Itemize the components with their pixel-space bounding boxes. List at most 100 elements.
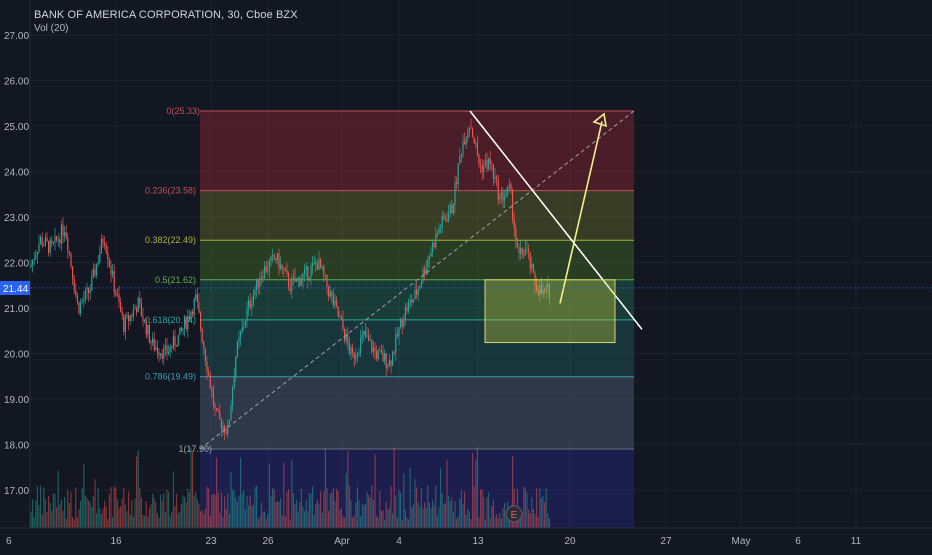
candle-body [54,236,56,243]
volume-bar [155,502,157,528]
candle-body [380,350,382,353]
candle-body [352,347,354,353]
candle-body [212,390,214,405]
fib-band [200,190,634,241]
volume-bar [147,517,149,528]
candle-body [513,219,515,229]
volume-bar [456,518,458,528]
volume-bar [497,518,499,528]
candle-body [281,264,283,269]
candle-body [233,376,235,389]
volume-bar [521,512,523,528]
volume-bar [70,492,72,528]
volume-bar [156,512,158,528]
volume-bar [392,512,394,528]
volume-bar [323,491,325,528]
candle-body [299,277,301,286]
earnings-marker-label: E [511,510,518,521]
candle-body [123,314,125,332]
fib-level-label: 0.618(20.74) [145,315,196,325]
candle-body [107,252,109,261]
volume-bar [454,501,456,528]
candle-body [68,251,70,254]
candle-body [174,336,176,346]
time-tick-label: 6 [795,536,801,547]
last-price-label: 21.44 [3,284,28,295]
volume-bar [377,517,379,528]
volume-bar [412,504,414,528]
candle-body [144,319,146,322]
volume-bar [230,472,232,528]
volume-bar [150,503,152,528]
volume-bar [484,519,486,528]
candle-body [251,304,253,308]
candle-body [208,372,210,376]
candle-body [531,264,533,269]
volume-bar [172,471,174,528]
volume-bar [499,512,501,528]
volume-bar [388,507,390,528]
volume-bar [100,514,102,528]
volume-bar [174,506,176,528]
drawings[interactable]: E [199,110,643,523]
volume-bar [491,506,493,528]
candle-body [158,352,160,356]
volume-bar [417,502,419,528]
candle-body [504,196,506,201]
candle-body [472,128,474,138]
candle-body [369,339,371,341]
candle-body [81,301,83,303]
fib-level-label: 0.786(19.49) [145,372,196,382]
candle-body [400,319,402,328]
volume-bar [321,512,323,528]
volume-bar [102,508,104,528]
volume-bar [179,512,181,528]
volume-bar [144,515,146,528]
candle-body [110,265,112,275]
time-tick-label: 20 [564,536,576,547]
volume-bar [212,493,214,528]
volume-bar [270,496,272,528]
volume-bar [113,486,115,528]
volume-bar [444,502,446,528]
volume-bar [60,499,62,528]
volume-bar [145,501,147,528]
candle-body [297,277,299,279]
volume-bar [366,491,368,528]
candle-body [372,347,374,352]
volume-bar [496,514,498,528]
candle-body [172,336,174,348]
candle-body [537,289,539,295]
volume-bar [54,493,56,528]
candle-body [200,312,202,329]
volume-bar [384,519,386,528]
candle-body [249,300,251,308]
volume-bar [180,503,182,528]
candle-body [443,215,445,219]
volume-bar [83,463,85,528]
volume-bar [281,515,283,528]
candle-body [528,248,530,253]
price-tick-label: 18.00 [4,441,29,452]
demand-zone-rectangle [484,279,616,344]
candle-body [379,349,381,351]
volume-bar [160,494,162,528]
candle-body [432,243,434,253]
candle-body [236,341,238,357]
candle-body [104,243,106,246]
candle-body [225,432,227,434]
price-tick-label: 19.00 [4,395,29,406]
candle-body [97,262,99,264]
candle-body [283,268,285,271]
candle-body [256,278,258,290]
volume-bar [356,487,358,528]
candle-body [464,141,466,145]
price-axis[interactable]: 27.00 26.00 25.00 24.00 23.00 22.00 21.00 20.00… [0,0,932,528]
volume-bar [51,510,53,528]
volume-bar [52,493,54,528]
candle-body [345,333,347,341]
time-axis[interactable]: 16 23 26 Apr 4 13 20 27 May 6 11 6 [0,527,932,547]
volume-bar [462,504,464,528]
